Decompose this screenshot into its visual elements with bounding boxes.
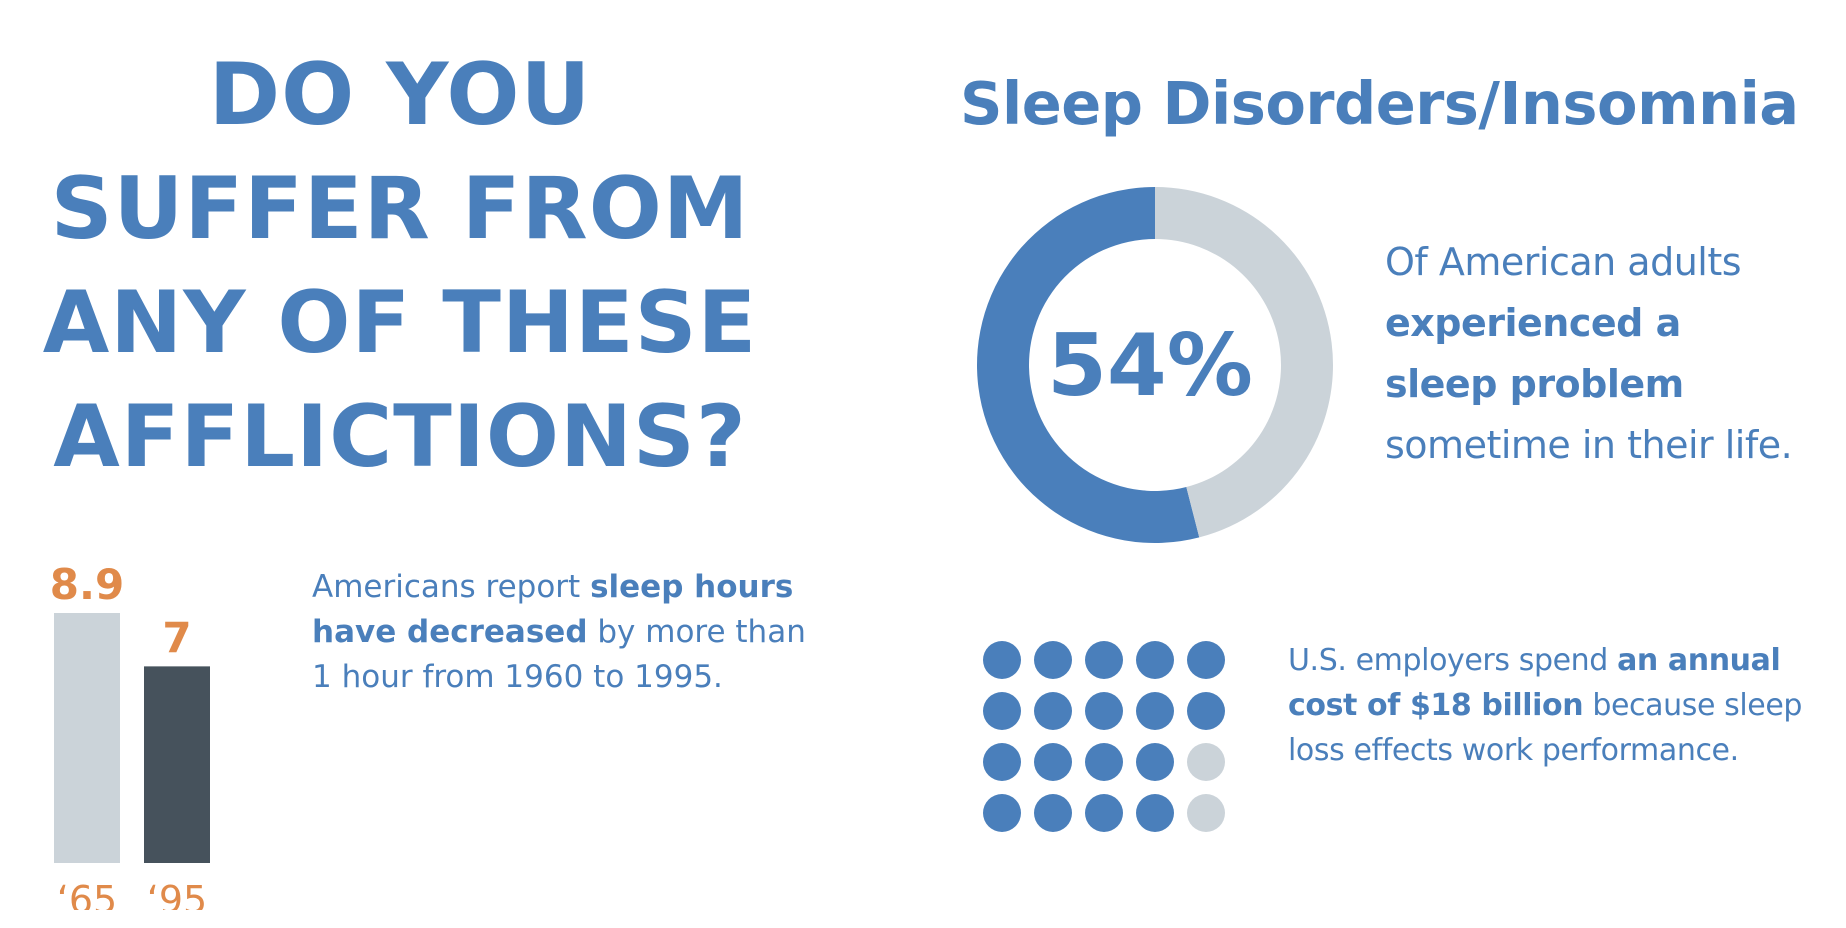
bar-value-label: 8.9 (50, 560, 124, 609)
dot-filled (1085, 641, 1123, 679)
headline-line: AFFLICTIONS? (53, 387, 747, 487)
dot-filled (983, 794, 1021, 832)
bar-category-label: ‘65 (57, 878, 117, 910)
dot-filled (1034, 641, 1072, 679)
bars-text-part: Americans report (312, 569, 591, 605)
dots-stat-text: U.S. employers spend an annual cost of $1… (1288, 638, 1838, 773)
dot-empty (1187, 794, 1225, 832)
dots-text-part: U.S. employers spend (1288, 643, 1618, 678)
dot-filled (1085, 692, 1123, 730)
bars-text-bold: sleep hours (590, 569, 794, 605)
dot-matrix-chart (983, 641, 1225, 832)
bar (144, 666, 210, 863)
donut-slice-rest (1155, 187, 1333, 538)
dot-filled (983, 692, 1021, 730)
dots-text-bold: cost of $18 billion (1288, 688, 1584, 723)
donut-stat-text: Of American adults experienced a sleep p… (1385, 232, 1835, 476)
headline-line: SUFFER FROM (50, 159, 750, 259)
dots-text-part: loss effects work performance. (1288, 733, 1739, 768)
bars-text-part: 1 hour from 1960 to 1995. (312, 659, 723, 695)
donut-text-line: sometime in their life. (1385, 423, 1793, 467)
headline-line: DO YOU (208, 45, 592, 145)
headline: DO YOU SUFFER FROM ANY OF THESE AFFLICTI… (20, 38, 780, 494)
dot-filled (1085, 794, 1123, 832)
donut-chart: 54% (977, 187, 1333, 543)
donut-slice-share (977, 187, 1200, 543)
bars-text-part: by more than (587, 614, 806, 650)
dot-filled (1034, 743, 1072, 781)
dot-filled (1034, 794, 1072, 832)
bar (54, 613, 120, 863)
dot-filled (983, 743, 1021, 781)
bars-text-bold: have decreased (312, 614, 588, 650)
donut-center-label: 54% (1047, 316, 1253, 416)
dot-filled (983, 641, 1021, 679)
bar-chart: 8.9 ‘65 7 ‘95 (50, 560, 210, 910)
dot-filled (1034, 692, 1072, 730)
headline-line: ANY OF THESE (42, 273, 758, 373)
dot-filled (1136, 641, 1174, 679)
bars-stat-text: Americans report sleep hours have decreas… (312, 565, 832, 700)
dot-filled (1136, 743, 1174, 781)
dot-filled (1136, 794, 1174, 832)
dots-text-bold: an annual (1617, 643, 1781, 678)
dot-filled (1136, 692, 1174, 730)
donut-text-bold: sleep problem (1385, 362, 1684, 406)
section-title: Sleep Disorders/Insomnia (960, 69, 1799, 138)
bar-value-label: 7 (162, 613, 191, 662)
donut-text-bold: experienced a (1385, 301, 1681, 345)
donut-text-line: Of American adults (1385, 240, 1742, 284)
dots-text-part: because sleep (1583, 688, 1803, 723)
bar-category-label: ‘95 (147, 878, 207, 910)
dot-empty (1187, 743, 1225, 781)
dot-filled (1085, 743, 1123, 781)
dot-filled (1187, 641, 1225, 679)
dot-filled (1187, 692, 1225, 730)
